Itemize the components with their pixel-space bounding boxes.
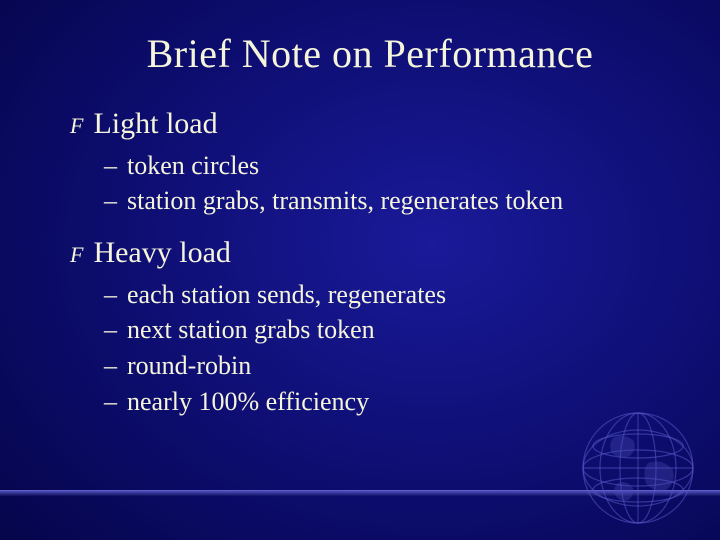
bullet-sub: – next station grabs token — [104, 313, 670, 347]
slide: Brief Note on Performance F Light load –… — [0, 0, 720, 540]
bullet-text: Light load — [93, 105, 217, 143]
sub-text: station grabs, transmits, regenerates to… — [127, 184, 563, 218]
dash-icon: – — [104, 278, 117, 312]
dash-icon: – — [104, 184, 117, 218]
sub-list: – token circles – station grabs, transmi… — [104, 149, 670, 219]
bullet-sub: – each station sends, regenerates — [104, 278, 670, 312]
dash-icon: – — [104, 313, 117, 347]
slide-title: Brief Note on Performance — [70, 30, 670, 77]
dash-icon: – — [104, 385, 117, 419]
sub-list: – each station sends, regenerates – next… — [104, 278, 670, 419]
bullet-sub: – station grabs, transmits, regenerates … — [104, 184, 670, 218]
sub-text: round-robin — [127, 349, 251, 383]
bullet-text: Heavy load — [93, 234, 230, 272]
bullet-marker-icon: F — [70, 244, 83, 266]
dash-icon: – — [104, 349, 117, 383]
bullet-main: F Light load — [70, 105, 670, 143]
bullet-sub: – round-robin — [104, 349, 670, 383]
bullet-sub: – token circles — [104, 149, 670, 183]
sub-text: token circles — [127, 149, 259, 183]
globe-icon — [578, 408, 698, 528]
dash-icon: – — [104, 149, 117, 183]
bullet-marker-icon: F — [70, 115, 83, 137]
sub-text: next station grabs token — [127, 313, 375, 347]
bullet-main: F Heavy load — [70, 234, 670, 272]
sub-text: nearly 100% efficiency — [127, 385, 369, 419]
sub-text: each station sends, regenerates — [127, 278, 446, 312]
